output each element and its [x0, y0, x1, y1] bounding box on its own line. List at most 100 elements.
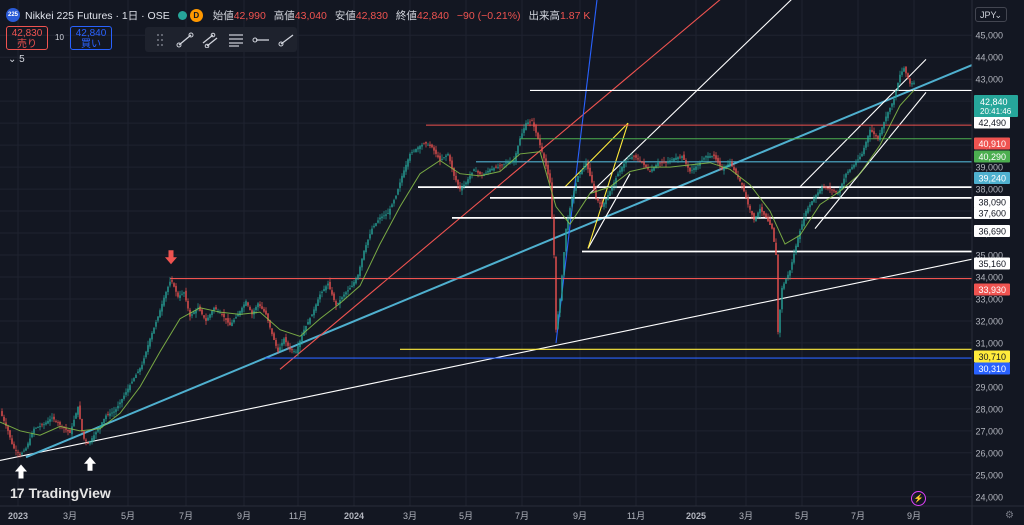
- candle: [709, 153, 711, 159]
- candle-body: [781, 287, 783, 310]
- candle: [855, 159, 857, 167]
- candle-body: [437, 155, 439, 158]
- last-price-countdown: 20:41:46: [980, 107, 1012, 116]
- candle: [111, 408, 113, 417]
- candle: [769, 215, 771, 225]
- candle-body: [429, 144, 431, 147]
- price-level-label-text: 40,910: [978, 139, 1006, 149]
- candle-body: [805, 211, 807, 217]
- candle-body: [763, 211, 765, 215]
- candle: [79, 401, 81, 420]
- candle-body: [277, 347, 279, 352]
- candle-body: [523, 128, 525, 133]
- gear-icon[interactable]: ⚙: [1005, 510, 1014, 521]
- horizontal-ray-tool-icon[interactable]: [250, 30, 271, 50]
- indicators-toggle[interactable]: ⌄ 5: [8, 54, 25, 65]
- lightning-icon[interactable]: ⚡: [911, 491, 926, 506]
- candle: [625, 159, 627, 168]
- candle-body: [821, 186, 823, 191]
- candle-body: [895, 90, 897, 98]
- candle: [635, 153, 637, 161]
- candle: [51, 413, 53, 422]
- candle: [485, 170, 487, 175]
- candle-body: [243, 304, 245, 308]
- candle-body: [601, 202, 603, 207]
- candle-body: [621, 167, 623, 172]
- candle-body: [175, 285, 177, 292]
- candle-body: [337, 302, 339, 304]
- candle-body: [557, 314, 559, 329]
- candle-body: [45, 422, 47, 425]
- candle: [429, 141, 431, 149]
- candle-body: [97, 429, 99, 432]
- candle: [805, 209, 807, 221]
- candle-body: [39, 425, 41, 428]
- candle-body: [69, 429, 71, 434]
- ray-tool-icon[interactable]: [276, 30, 297, 50]
- candle-body: [95, 432, 97, 435]
- candle: [451, 156, 453, 173]
- candle-body: [795, 245, 797, 254]
- volume-value: 1.87 K: [559, 9, 591, 22]
- candle: [863, 145, 865, 156]
- time-tick-label: 9月: [907, 511, 921, 521]
- buy-button[interactable]: 42,840 買い: [70, 26, 112, 50]
- candle: [829, 182, 831, 193]
- candle-body: [813, 197, 815, 202]
- candle-body: [803, 217, 805, 226]
- candle: [355, 276, 357, 285]
- candle-body: [75, 413, 77, 419]
- sell-button[interactable]: 42,830 売り: [6, 26, 48, 50]
- parallel-channel-tool-icon[interactable]: [200, 30, 221, 50]
- candle-body: [9, 430, 11, 438]
- candle-body: [269, 320, 271, 328]
- candle: [459, 182, 461, 192]
- candle-body: [119, 402, 121, 405]
- trend-line-tool-icon[interactable]: [174, 30, 195, 50]
- candle: [717, 155, 719, 166]
- candle-body: [405, 164, 407, 172]
- candle: [57, 420, 59, 427]
- candle-body: [801, 224, 803, 230]
- candle-body: [627, 159, 629, 161]
- candle: [329, 277, 331, 291]
- candle: [901, 67, 903, 77]
- fib-levels-tool-icon[interactable]: [225, 30, 246, 50]
- candle-body: [849, 169, 851, 172]
- candle-body: [611, 186, 613, 191]
- trendline: [555, 0, 598, 343]
- candle-body: [347, 290, 349, 292]
- candle: [643, 158, 645, 169]
- candle: [7, 424, 9, 435]
- candle-body: [161, 303, 163, 312]
- candle-body: [689, 167, 691, 172]
- drag-handle-icon[interactable]: [149, 30, 170, 50]
- candle: [361, 258, 363, 271]
- candle: [85, 438, 87, 446]
- price-tick-label: 27,000: [975, 426, 1003, 436]
- candle: [241, 306, 243, 316]
- candle: [389, 205, 391, 220]
- candle-body: [371, 228, 373, 235]
- candle-body: [679, 156, 681, 158]
- candle-body: [1, 411, 3, 416]
- time-axis: 2023 3月 5月 7月 9月 11月 2024 3月 5月 7月 9月 11月 2025 3月 5月 7月…: [0, 505, 1024, 521]
- candle-body: [35, 427, 37, 429]
- candle-body: [207, 317, 209, 321]
- price-level-label: 33,930: [974, 283, 1010, 296]
- market-status-icon: [177, 10, 187, 20]
- candle-body: [701, 160, 703, 162]
- candle-body: [271, 328, 273, 335]
- price-level-label-text: 36,690: [978, 227, 1006, 237]
- candle-body: [495, 166, 497, 168]
- currency-select[interactable]: JPY ⌄: [975, 7, 1007, 22]
- candle-body: [891, 103, 893, 107]
- candle: [461, 183, 463, 195]
- symbol-title[interactable]: Nikkei 225 Futures · 1日 · OSE: [25, 9, 170, 22]
- candle: [583, 162, 585, 172]
- candle: [825, 185, 827, 190]
- candle-body: [635, 155, 637, 158]
- time-tick-label: 2023: [8, 511, 28, 521]
